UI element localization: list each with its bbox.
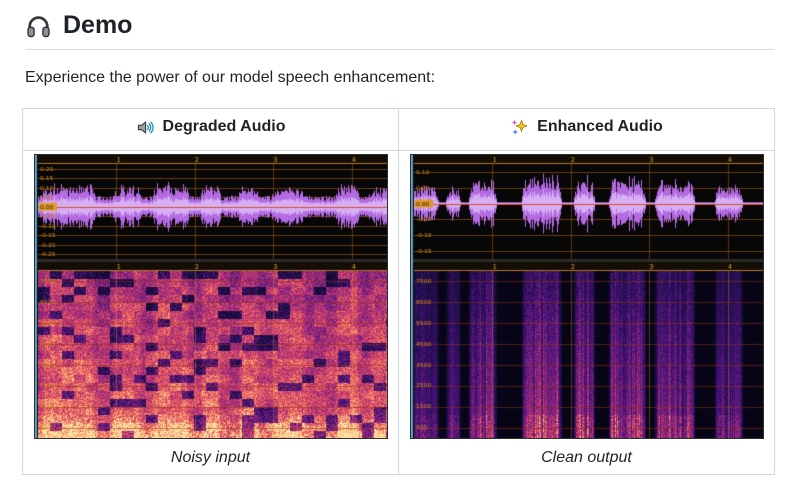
headphones-icon <box>25 12 52 39</box>
enhanced-audio-cell: Clean output <box>398 150 775 475</box>
column-header-degraded: Degraded Audio <box>22 108 399 151</box>
column-header-label: Enhanced Audio <box>537 118 663 135</box>
page-title: Demo <box>63 11 133 39</box>
speaker-icon <box>136 118 155 137</box>
intro-text: Experience the power of our model speech… <box>25 69 436 86</box>
enhanced-audio-waveform-spectrogram-image[interactable] <box>409 154 764 439</box>
column-header-label: Degraded Audio <box>162 118 286 135</box>
readme-page: Demo Experience the power of our model s… <box>22 8 775 475</box>
column-header-enhanced: Enhanced Audio <box>398 108 775 151</box>
caption-noisy-input: Noisy input <box>170 449 251 466</box>
caption-clean-output: Clean output <box>541 449 632 466</box>
audio-comparison-table: Degraded Audio Enhanced Audio <box>22 108 775 475</box>
sparkles-icon <box>510 118 529 137</box>
degraded-audio-waveform-spectrogram-image[interactable] <box>33 154 388 439</box>
section-heading: Demo <box>25 8 775 50</box>
degraded-audio-cell: Noisy input <box>22 150 399 475</box>
